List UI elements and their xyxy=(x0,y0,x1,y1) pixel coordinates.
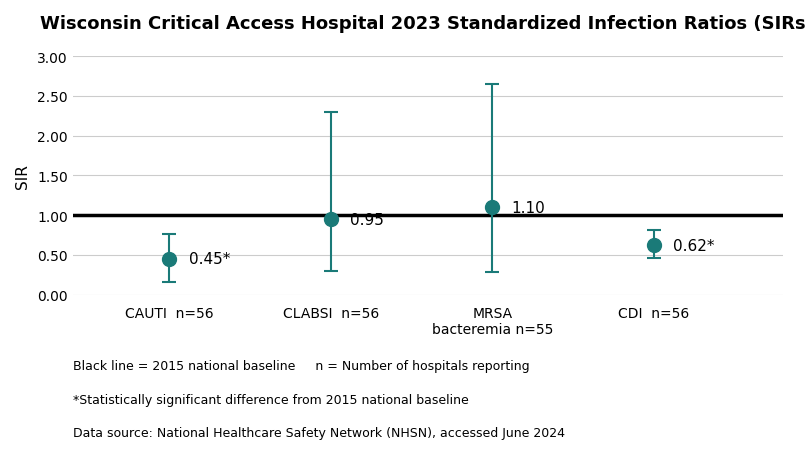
Text: 1.10: 1.10 xyxy=(512,200,546,215)
Text: 0.45*: 0.45* xyxy=(189,252,230,267)
Text: Wisconsin Critical Access Hospital 2023 Standardized Infection Ratios (SIRs): Wisconsin Critical Access Hospital 2023 … xyxy=(40,15,807,33)
Y-axis label: SIR: SIR xyxy=(15,164,30,188)
Text: *Statistically significant difference from 2015 national baseline: *Statistically significant difference fr… xyxy=(73,393,468,406)
Text: Black line = 2015 national baseline     n = Number of hospitals reporting: Black line = 2015 national baseline n = … xyxy=(73,359,529,372)
Text: 0.62*: 0.62* xyxy=(673,238,714,253)
Text: 0.95: 0.95 xyxy=(350,212,384,227)
Text: Data source: National Healthcare Safety Network (NHSN), accessed June 2024: Data source: National Healthcare Safety … xyxy=(73,426,565,439)
